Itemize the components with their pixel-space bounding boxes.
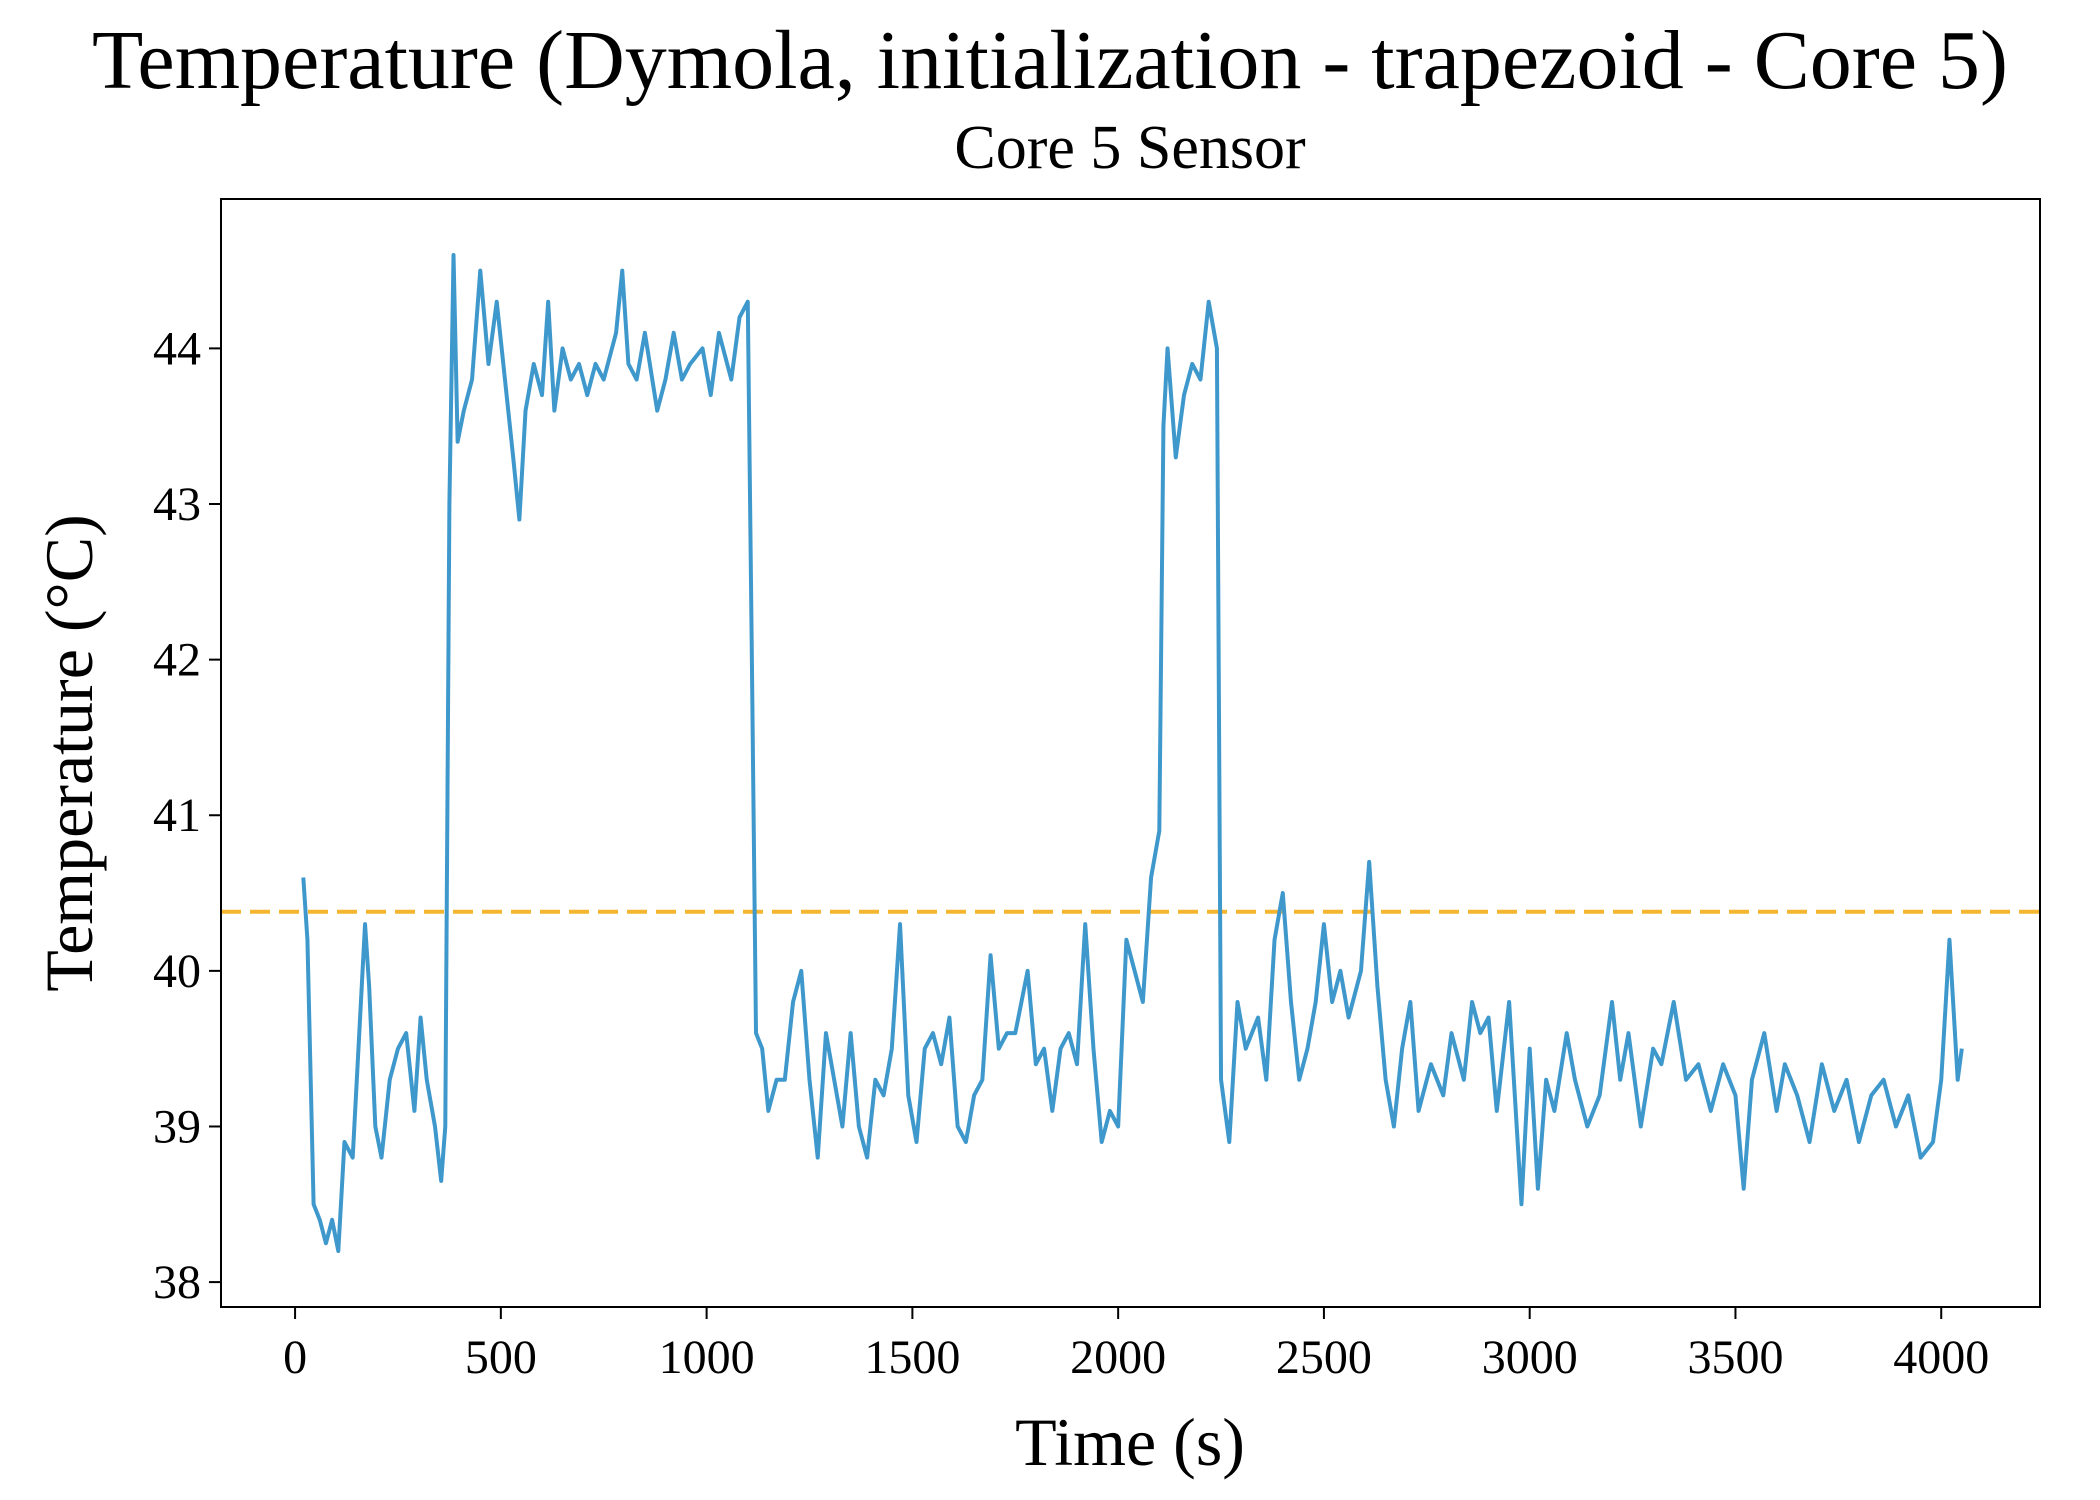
x-tick-label: 0: [283, 1331, 307, 1384]
x-tick-label: 4000: [1893, 1331, 1989, 1384]
data-line: [301, 253, 1964, 1253]
y-tick-label: 39: [153, 1100, 201, 1153]
x-axis-label: Time (s): [1015, 1404, 1245, 1480]
x-tick-label: 1500: [864, 1331, 960, 1384]
x-tick-label: 3500: [1687, 1331, 1783, 1384]
plot-frame: [220, 198, 2041, 1308]
x-tick-label: 500: [465, 1331, 537, 1384]
y-tick-label: 44: [153, 322, 201, 375]
y-tick-label: 43: [153, 478, 201, 531]
y-axis-label: Temperature (°C): [31, 514, 107, 991]
x-tick-label: 1000: [659, 1331, 755, 1384]
chart-subtitle: Core 5 Sensor: [954, 114, 1306, 182]
x-tick-label: 3000: [1482, 1331, 1578, 1384]
y-tick-label: 42: [153, 634, 201, 687]
y-tick-label: 38: [153, 1256, 201, 1309]
y-tick-label: 40: [153, 945, 201, 998]
chart-title: Temperature (Dymola, initialization - tr…: [92, 14, 2008, 107]
x-tick-label: 2500: [1276, 1331, 1372, 1384]
y-tick-label: 41: [153, 789, 201, 842]
x-tick-label: 2000: [1070, 1331, 1166, 1384]
